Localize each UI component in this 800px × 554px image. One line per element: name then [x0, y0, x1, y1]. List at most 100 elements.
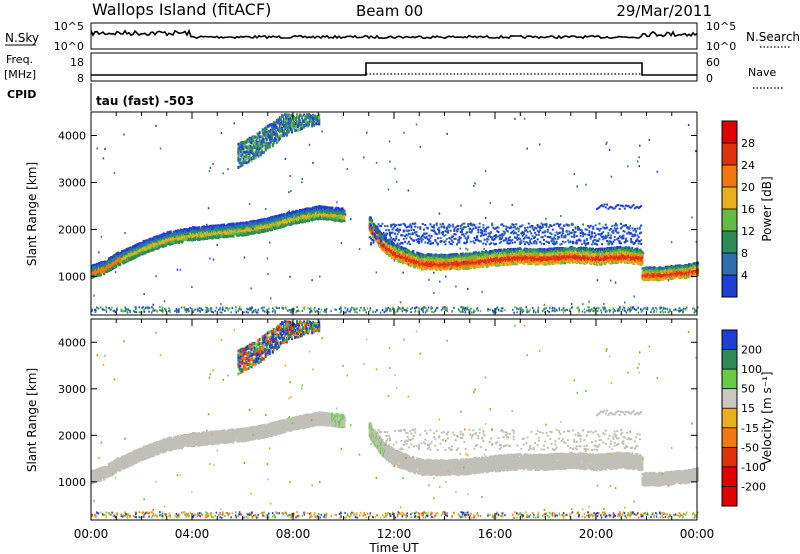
- power-cell: [206, 230, 209, 234]
- power-cell: [169, 230, 172, 234]
- power-cell: [165, 238, 168, 242]
- power-cell: [96, 262, 98, 266]
- power-cell: [165, 233, 168, 237]
- power-cell: [135, 255, 138, 258]
- power-cell: [246, 222, 249, 225]
- freq-panel: Freq. [MHz] 18 8 60 0 Nave: [4, 52, 783, 89]
- power-cell: [126, 251, 129, 255]
- power-cell: [125, 251, 128, 255]
- freq-tick-bottom: 8: [77, 72, 84, 85]
- power-cell: [105, 269, 108, 273]
- power-cell: [135, 248, 138, 251]
- power-cell: [236, 228, 239, 232]
- power-cell: [165, 235, 168, 239]
- power-cell: [246, 223, 249, 227]
- power-cell: [185, 228, 188, 232]
- power-cell: [135, 252, 138, 256]
- power-cell: [226, 228, 229, 232]
- power-cell: [227, 234, 230, 238]
- power-cell: [206, 232, 209, 236]
- power-cell: [196, 235, 198, 239]
- power-cell: [412, 250, 415, 253]
- power-cell: [126, 258, 129, 262]
- noise-left-tick-bottom: 10^0: [54, 40, 84, 53]
- power-cell: [125, 249, 128, 253]
- power-cell: [125, 253, 128, 257]
- power-cell: [103, 272, 106, 276]
- freq-left-label: Freq.: [6, 53, 33, 66]
- power-cell: [236, 226, 239, 230]
- power-cell: [145, 241, 148, 245]
- power-cell: [236, 233, 239, 237]
- power-cell: [125, 254, 128, 258]
- power-cell: [211, 232, 214, 236]
- power-cell: [96, 272, 98, 276]
- noise-right-tick-bottom: 10^0: [706, 40, 736, 53]
- power-cell: [115, 252, 118, 256]
- cpid-value: tau (fast) -503: [96, 94, 194, 108]
- power-cell: [96, 274, 98, 278]
- power-cell: [105, 263, 108, 267]
- noise-right-tick-top: 10^5: [706, 20, 736, 33]
- power-cell: [126, 254, 129, 258]
- cpid-label: CPID: [7, 88, 36, 101]
- nave-tick-bottom: 0: [706, 72, 713, 85]
- power-cell: [155, 244, 158, 248]
- power-cell: [206, 226, 209, 230]
- power-cell: [145, 244, 148, 248]
- power-cell: [244, 223, 247, 227]
- freq-panel-frame: [90, 52, 698, 82]
- power-cell: [185, 235, 188, 239]
- power-cell: [135, 244, 138, 248]
- power-cell: [226, 226, 229, 230]
- power-cell: [161, 237, 164, 241]
- power-cell: [115, 260, 118, 263]
- power-cell: [185, 237, 188, 241]
- power-cell: [126, 248, 129, 252]
- power-cell: [175, 239, 178, 243]
- noise-panel: N.Sky 10^5 10^0 10^5 10^0 N.Search: [5, 20, 800, 53]
- power-scatter: [91, 113, 699, 314]
- power-cell: [405, 258, 408, 262]
- power-cell: [115, 263, 118, 267]
- power-cell: [200, 237, 203, 241]
- power-cell: [175, 232, 178, 236]
- power-cell: [96, 267, 98, 271]
- nave-tick-top: 60: [706, 56, 720, 69]
- power-cell: [282, 224, 285, 228]
- power-cell: [155, 237, 158, 241]
- noise-left-tick-top: 10^5: [54, 20, 84, 33]
- power-cell: [252, 219, 255, 223]
- power-cell: [185, 231, 188, 235]
- power-cell: [129, 248, 132, 252]
- power-cell: [154, 246, 157, 250]
- freq-left-unit: [MHz]: [4, 68, 36, 81]
- power-cell: [125, 256, 128, 260]
- power-cell: [176, 229, 179, 233]
- freq-tick-top: 18: [70, 56, 84, 69]
- power-cell: [145, 247, 148, 251]
- power-cell: [206, 228, 209, 232]
- power-cell: [216, 233, 219, 237]
- power-cell: [131, 252, 134, 256]
- power-cell: [370, 219, 373, 223]
- power-cell: [166, 235, 169, 239]
- nave-label: Nave: [748, 66, 776, 79]
- power-cell: [105, 267, 108, 271]
- power-cell: [343, 219, 346, 223]
- noise-left-label: N.Sky: [5, 31, 39, 45]
- power-cell: [206, 237, 209, 240]
- noise-panel-frame: [90, 22, 698, 50]
- date-title: 29/Mar/2011: [616, 2, 712, 20]
- power-cell: [196, 233, 198, 237]
- power-cell: [226, 235, 229, 238]
- power-cell: [226, 232, 229, 235]
- power-cell: [196, 227, 198, 231]
- power-cell: [246, 231, 249, 235]
- power-cell: [185, 233, 188, 237]
- power-cell: [210, 224, 213, 228]
- power-cell: [206, 234, 209, 238]
- power-cell: [95, 266, 97, 269]
- power-cell: [145, 239, 148, 243]
